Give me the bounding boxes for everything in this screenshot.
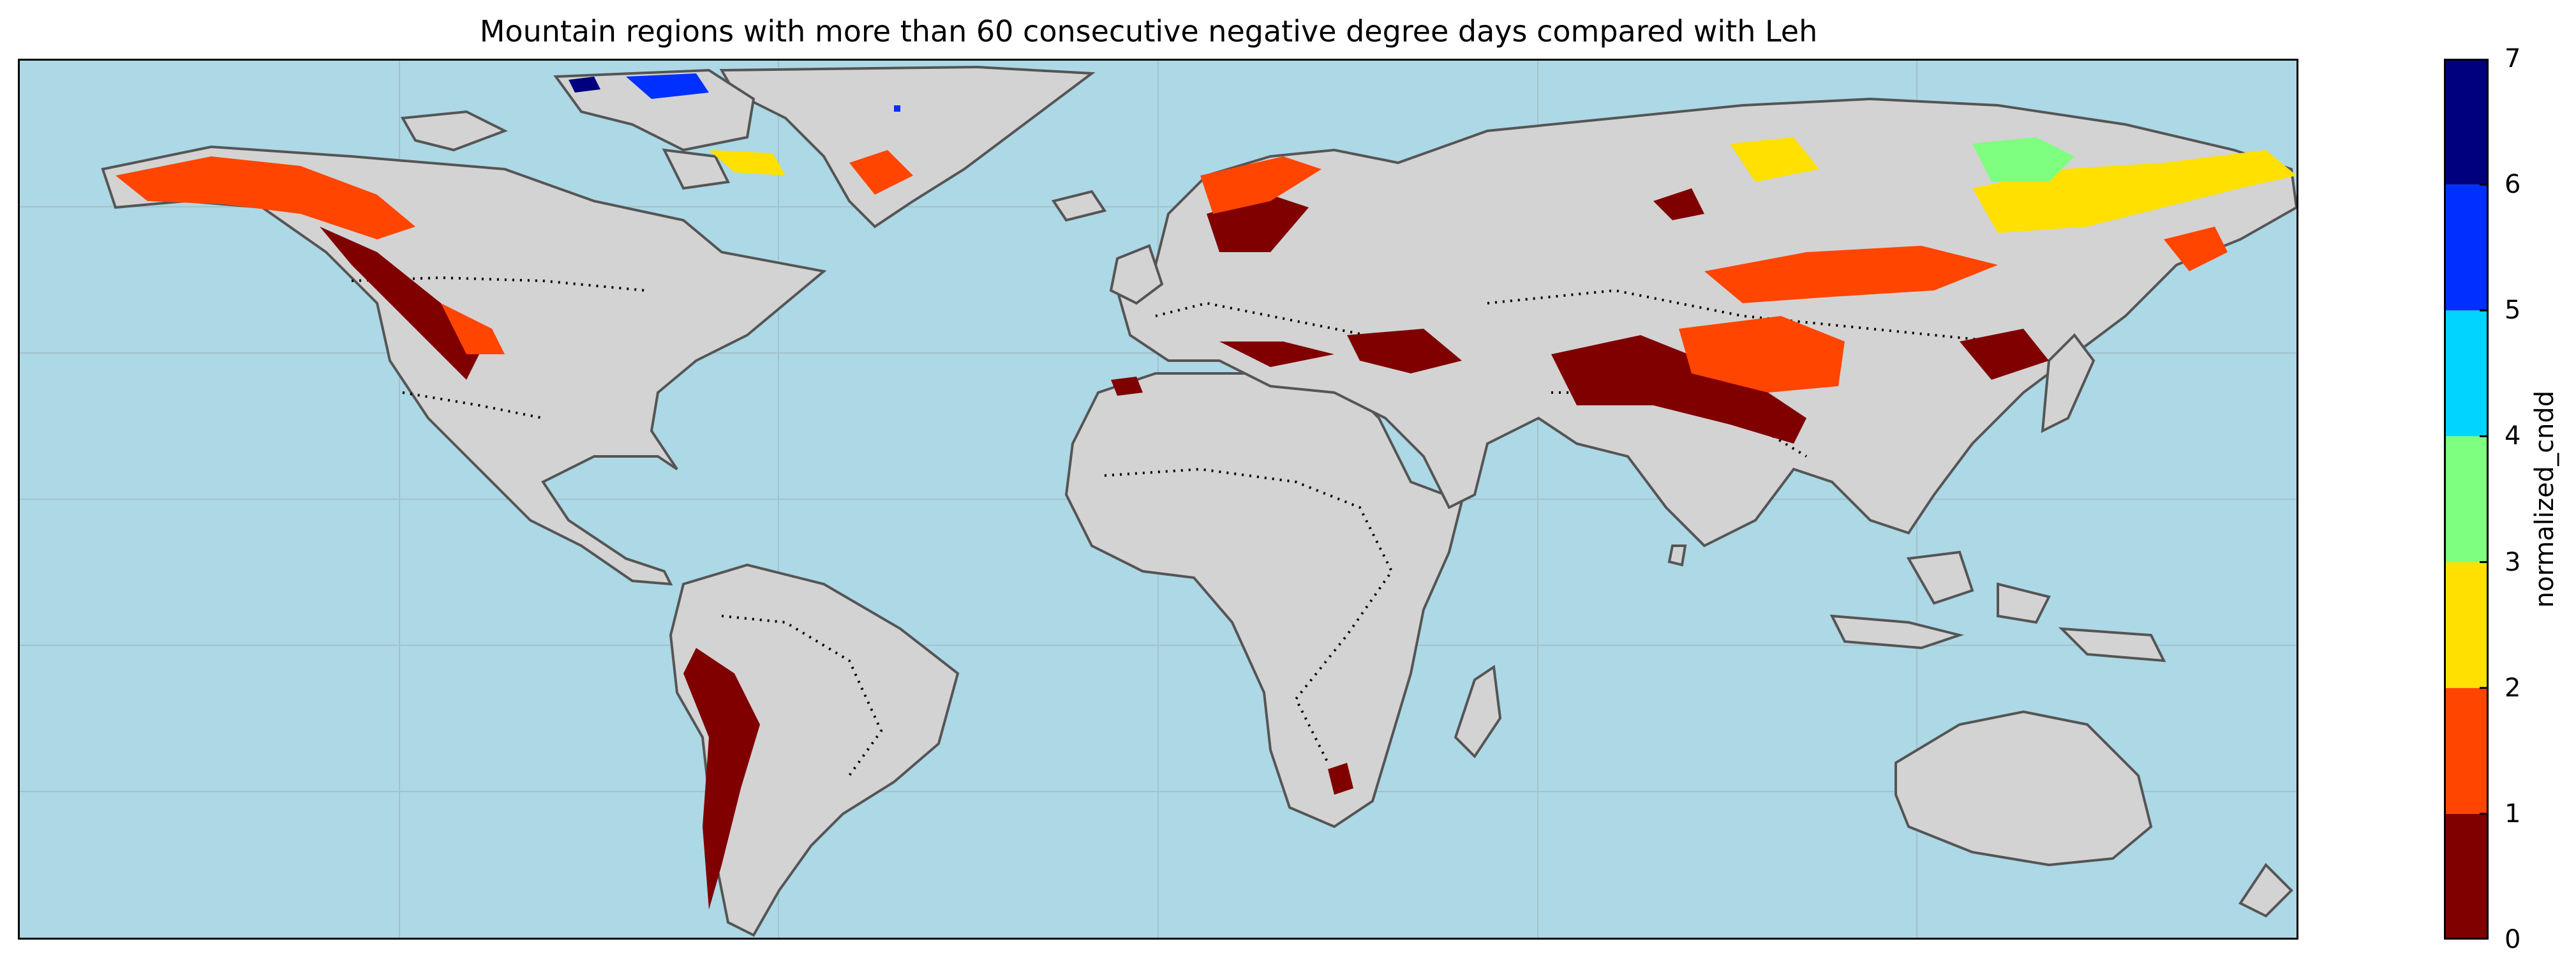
cndd-class-3-4 xyxy=(1972,137,2074,182)
colorbar-tick-4: 4 xyxy=(2505,421,2521,451)
map-title: Mountain regions with more than 60 conse… xyxy=(479,14,1818,49)
colorbar-tick-0: 0 xyxy=(2505,925,2521,954)
colorbar-tick-3: 3 xyxy=(2505,547,2521,577)
colorbar-tick-7: 7 xyxy=(2505,44,2521,73)
cndd-class-1-2 xyxy=(115,150,2228,393)
japan xyxy=(2041,333,2096,433)
colorbar-band-5 xyxy=(2444,184,2489,311)
madagascar xyxy=(1454,664,1502,759)
cndd-overlay xyxy=(115,73,2297,910)
world-map xyxy=(20,61,2297,938)
australia xyxy=(1895,710,2153,867)
colorbar-tick-5: 5 xyxy=(2505,296,2521,326)
south-america xyxy=(669,563,960,937)
indonesia xyxy=(1829,614,1965,650)
colorbar-band-4 xyxy=(2444,310,2489,437)
colorbar-bands xyxy=(2444,59,2489,940)
new-zealand xyxy=(2238,862,2293,918)
colorbar-tick-2: 2 xyxy=(2505,673,2521,703)
colorbar-tick-marks xyxy=(2480,59,2489,940)
british-isles xyxy=(1109,244,1164,305)
map-frame xyxy=(18,59,2298,940)
colorbar-band-6 xyxy=(2444,59,2489,185)
greenland xyxy=(719,65,1096,229)
colorbar-tick-6: 6 xyxy=(2505,170,2521,200)
colorbar xyxy=(2444,59,2489,940)
cndd-class-5-6 xyxy=(626,73,900,112)
colorbar-label: normalized_cndd xyxy=(2530,390,2559,608)
colorbar-band-0 xyxy=(2444,813,2489,940)
cndd-class-2-3 xyxy=(709,137,2297,233)
iceland xyxy=(1051,190,1107,222)
cndd-class-6-7 xyxy=(569,77,600,93)
colorbar-outline xyxy=(2444,59,2489,940)
colorbar-band-1 xyxy=(2444,687,2489,814)
colorbar-band-3 xyxy=(2444,436,2489,562)
colorbar-band-2 xyxy=(2444,562,2489,688)
colorbar-tick-1: 1 xyxy=(2505,799,2521,829)
